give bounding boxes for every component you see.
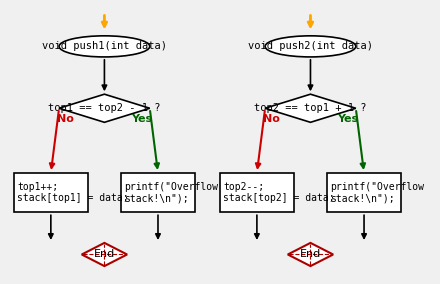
Text: top2 == top1 + 1 ?: top2 == top1 + 1 ? [254, 103, 367, 113]
Text: top1 == top2 - 1 ?: top1 == top2 - 1 ? [48, 103, 161, 113]
Ellipse shape [59, 36, 150, 57]
Text: printf("Overflow: printf("Overflow [330, 182, 424, 192]
Text: End: End [94, 249, 115, 260]
Text: top2--;: top2--; [223, 182, 264, 192]
Text: stack!\n");: stack!\n"); [124, 193, 189, 203]
Text: Yes: Yes [337, 114, 358, 124]
Bar [327, 173, 401, 212]
Text: top1++;: top1++; [17, 182, 58, 192]
Bar [14, 173, 88, 212]
Polygon shape [265, 94, 356, 122]
Text: void push1(int data): void push1(int data) [42, 41, 167, 51]
Polygon shape [59, 94, 150, 122]
Text: No: No [263, 114, 280, 124]
Text: Yes: Yes [131, 114, 152, 124]
Ellipse shape [265, 36, 356, 57]
Text: printf("Overflow: printf("Overflow [124, 182, 218, 192]
Polygon shape [82, 243, 127, 266]
Polygon shape [288, 243, 333, 266]
Text: void push2(int data): void push2(int data) [248, 41, 373, 51]
Bar [121, 173, 195, 212]
Text: End: End [300, 249, 321, 260]
Text: No: No [57, 114, 74, 124]
Bar [220, 173, 294, 212]
Text: stack!\n");: stack!\n"); [330, 193, 395, 203]
Text: stack[top2] = data;: stack[top2] = data; [223, 193, 335, 203]
Text: stack[top1] = data;: stack[top1] = data; [17, 193, 128, 203]
